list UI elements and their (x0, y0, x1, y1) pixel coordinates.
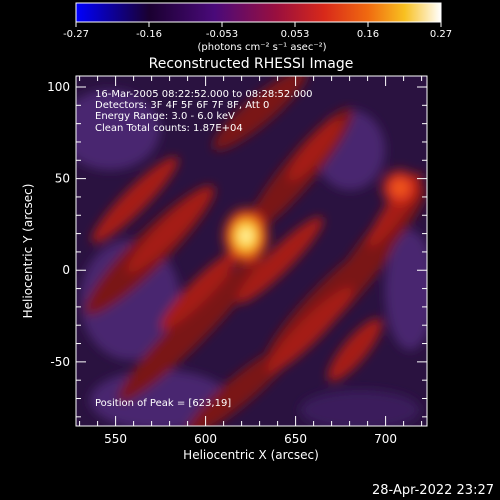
x-tick-label: 600 (194, 432, 217, 446)
rhessi-image (76, 76, 427, 426)
x-axis-label: Heliocentric X (arcsec) (183, 448, 319, 462)
axis-ticks (76, 76, 427, 426)
colorbar-ticks (75, 22, 442, 27)
energy-range: Energy Range: 3.0 - 6.0 keV (95, 111, 235, 122)
colorbar (75, 2, 442, 23)
y-tick-label: 50 (55, 172, 70, 186)
colorbar-tick-label: -0.16 (136, 29, 162, 40)
info-block: 16-Mar-2005 08:22:52.000 to 08:28:52.000… (95, 89, 313, 409)
peak-position: Position of Peak = [623,19] (95, 398, 231, 409)
colorbar-tick-label: -0.27 (63, 29, 89, 40)
time-range: 16-Mar-2005 08:22:52.000 to 08:28:52.000 (95, 89, 313, 100)
x-tick-label: 650 (284, 432, 307, 446)
y-tick-label: -50 (50, 355, 70, 369)
colorbar-tick-label: 0.16 (357, 29, 379, 40)
plot-frame (75, 75, 428, 427)
clean-total-counts: Clean Total counts: 1.87E+04 (95, 123, 243, 134)
detectors: Detectors: 3F 4F 5F 6F 7F 8F, Att 0 (95, 100, 269, 111)
colorbar-tick-labels: -0.27 -0.16 -0.053 0.053 0.16 0.27 (63, 29, 452, 40)
colorbar-tick-label: 0.27 (430, 29, 452, 40)
plot-title: Reconstructed RHESSI Image (149, 56, 354, 72)
colorbar-units: (photons cm⁻² s⁻¹ asec⁻²) (197, 42, 326, 53)
x-tick-label: 700 (374, 432, 397, 446)
y-axis-label: Heliocentric Y (arcsec) (21, 184, 35, 319)
colorbar-tick-label: -0.053 (206, 29, 238, 40)
axis-tick-labels: 550 600 650 700 100 50 0 -50 (47, 80, 397, 446)
timestamp: 28-Apr-2022 23:27 (372, 483, 494, 498)
colorbar-tick-label: 0.053 (281, 29, 310, 40)
x-tick-label: 550 (104, 432, 127, 446)
y-tick-label: 100 (47, 80, 70, 94)
y-tick-label: 0 (62, 263, 70, 277)
